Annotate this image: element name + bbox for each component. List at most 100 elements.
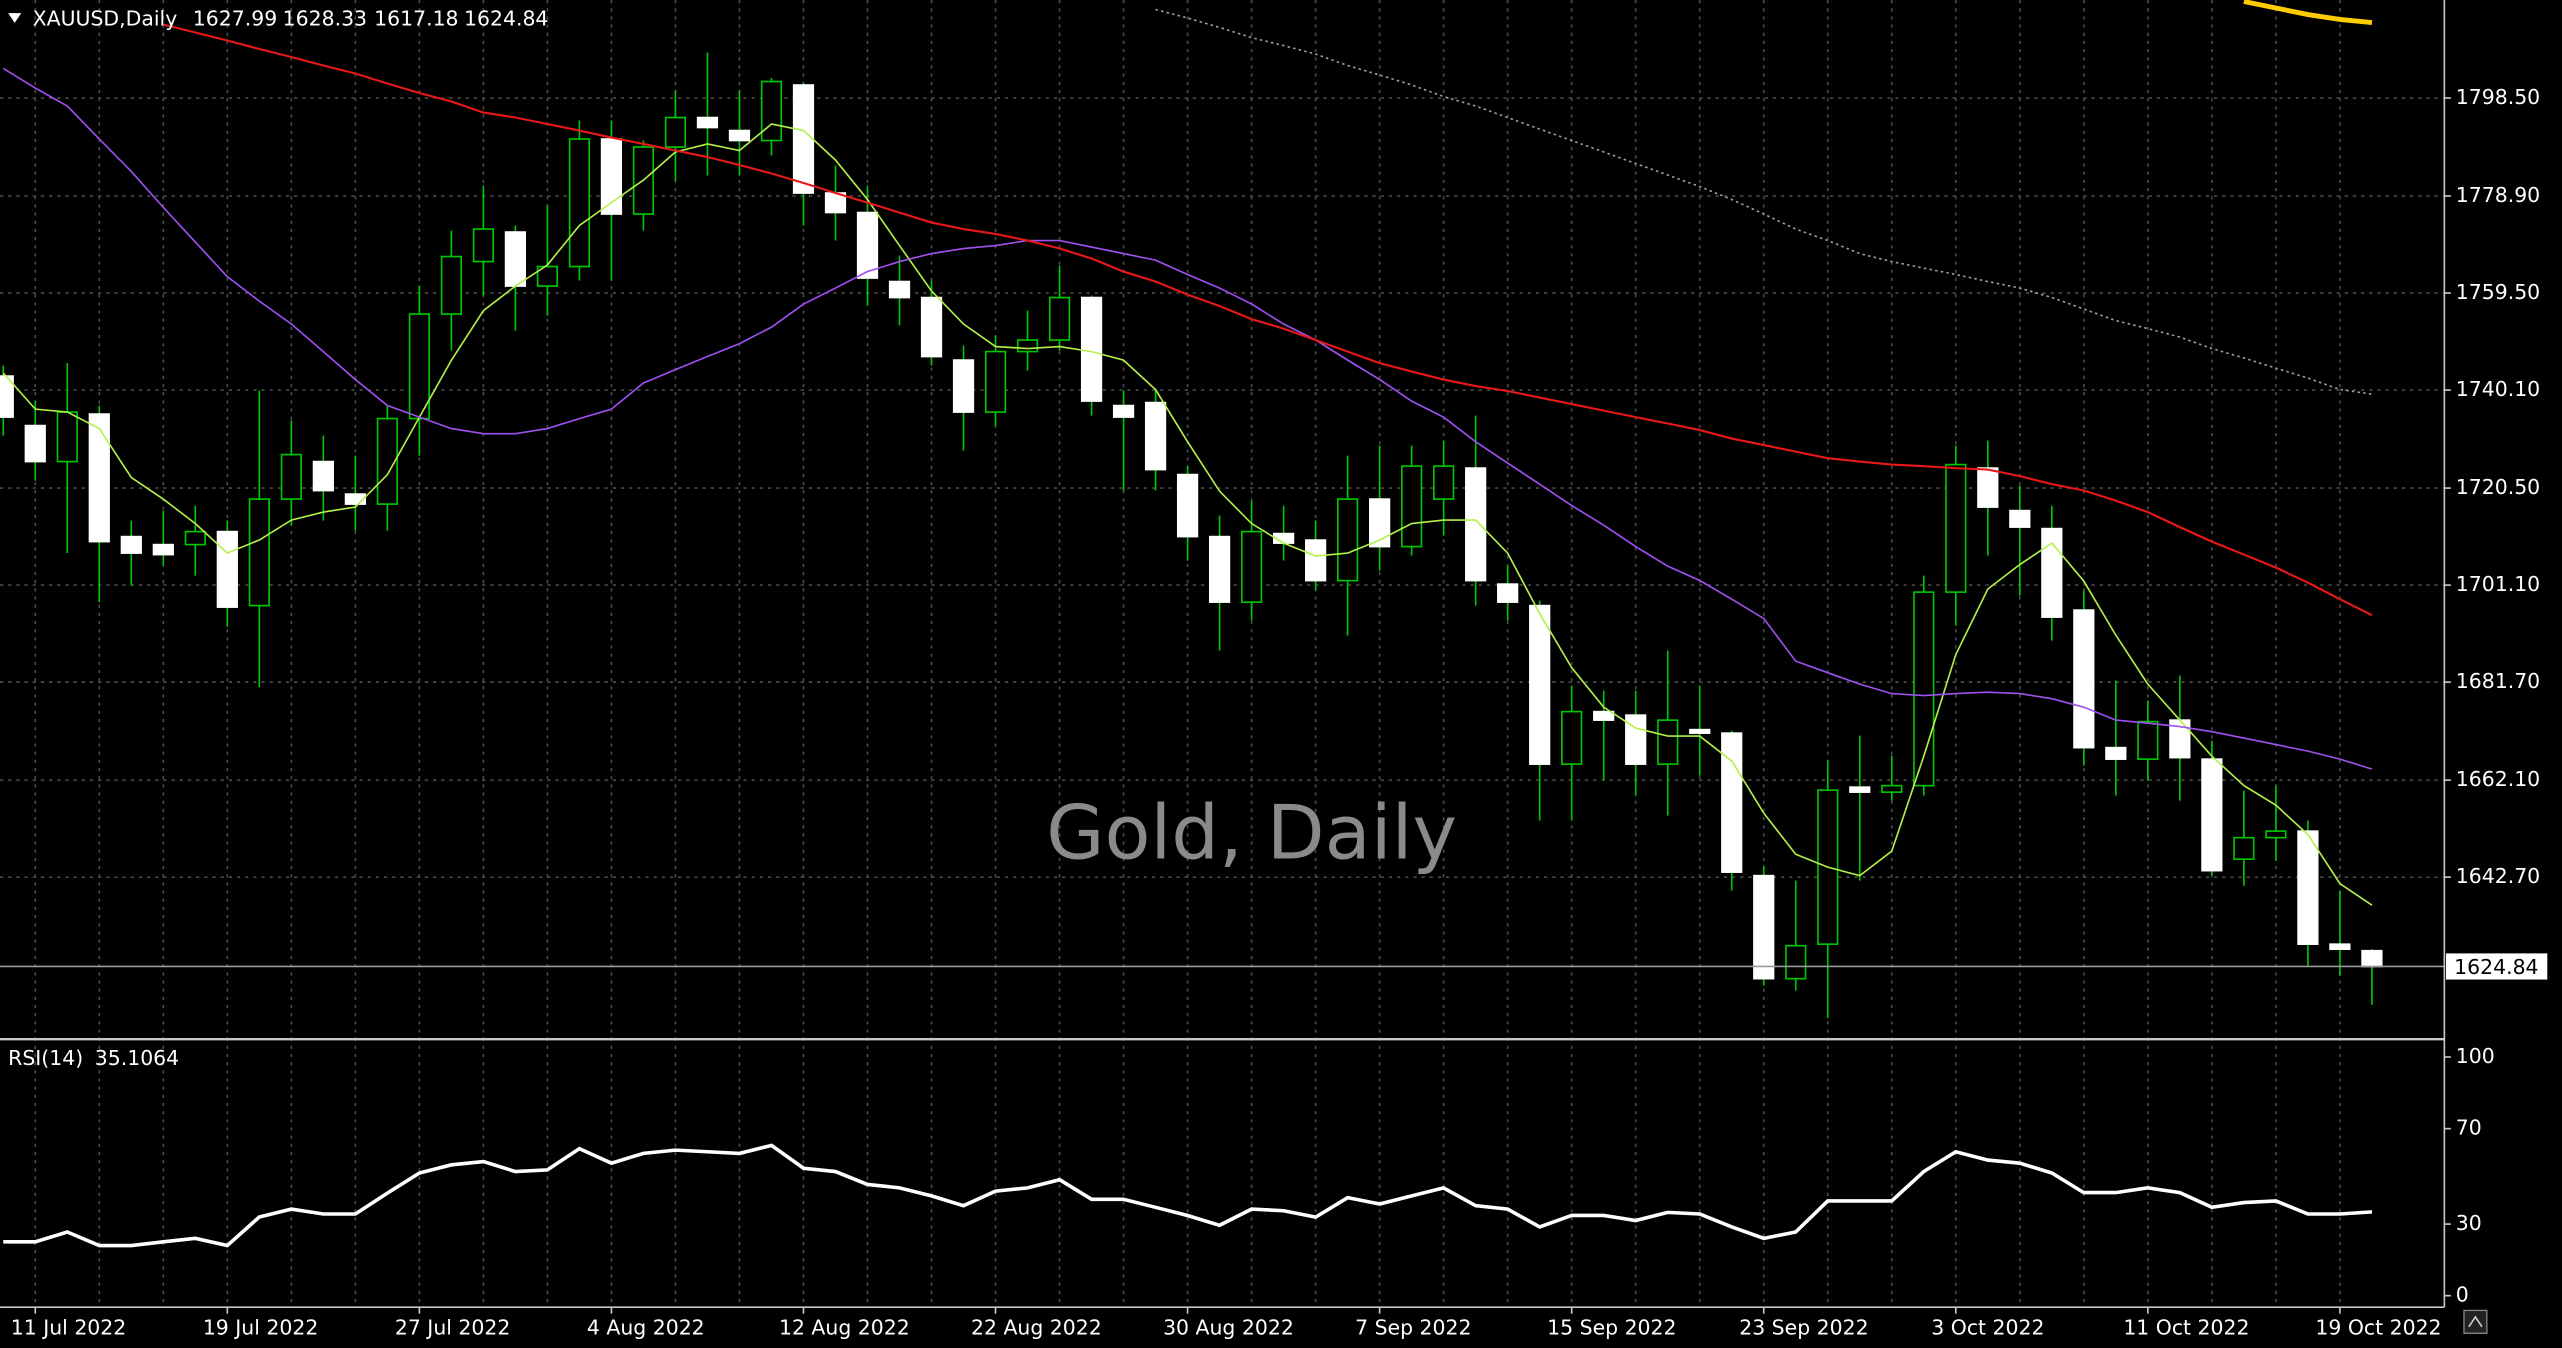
x-tick-label: 11 Jul 2022 <box>11 1315 126 1339</box>
candle-body <box>152 543 174 556</box>
candle-body <box>1625 714 1647 765</box>
candle-body <box>88 413 110 543</box>
y-tick-label: 1798.50 <box>2456 85 2540 109</box>
candle-body <box>408 313 431 420</box>
candle-body <box>1016 339 1039 353</box>
x-tick-label: 4 Aug 2022 <box>587 1315 705 1339</box>
x-tick-label: 7 Sep 2022 <box>1355 1315 1471 1339</box>
candle-body <box>2265 830 2287 839</box>
x-tick-label: 3 Oct 2022 <box>1931 1315 2044 1339</box>
candle-body <box>1112 404 1135 418</box>
candle-body <box>1401 465 1423 548</box>
moving-average-line <box>163 23 2373 617</box>
candle-body <box>1593 710 1615 721</box>
ohlc-high: 1628.33 <box>283 7 367 31</box>
candle-body <box>1785 944 1807 980</box>
x-tick-label: 15 Sep 2022 <box>1547 1315 1676 1339</box>
y-tick-label: 1759.50 <box>2456 280 2540 304</box>
candle-body <box>1657 719 1679 765</box>
candle-body <box>184 530 206 546</box>
candle-body <box>1337 498 1359 582</box>
candle-body <box>696 116 719 129</box>
candle-body <box>440 255 463 315</box>
collapse-icon[interactable] <box>8 13 22 23</box>
moving-average-line <box>2 67 2373 770</box>
candle-body <box>1753 874 1775 980</box>
y-tick-label: 1681.70 <box>2456 669 2540 693</box>
y-tick-label: 1662.10 <box>2456 767 2540 791</box>
candle-body <box>24 424 46 463</box>
axes: 11 Jul 2022 19 Jul 2022 27 Jul 2022 4 Aug 2… <box>11 85 2548 1339</box>
x-tick-label: 22 Aug 2022 <box>971 1315 1102 1339</box>
candle-body <box>1048 296 1071 341</box>
candle-body <box>1305 539 1327 582</box>
candle-body <box>56 411 78 463</box>
candle-body <box>984 350 1007 413</box>
moving-average-line <box>2243 0 2373 25</box>
y-tick-label: 70 <box>2456 1116 2482 1140</box>
candle-body <box>120 535 142 554</box>
candle-body <box>600 138 623 215</box>
moving-average-line <box>2 123 2373 906</box>
x-tick-label: 30 Aug 2022 <box>1163 1315 1294 1339</box>
candle-body <box>1529 604 1551 765</box>
plot <box>0 0 2445 1248</box>
candle-body <box>1945 463 1967 593</box>
candle-body <box>1849 786 1871 793</box>
y-tick-label: 30 <box>2456 1211 2482 1235</box>
indicator-title: RSI(14) <box>8 1046 83 1070</box>
candle-body <box>792 84 815 194</box>
price-box-label: 1624.84 <box>2454 955 2538 979</box>
candle-body <box>0 375 14 418</box>
y-tick-label: 0 <box>2456 1283 2469 1307</box>
indicator-line <box>3 1143 2373 1248</box>
candle-body <box>2329 943 2351 950</box>
indicator-value: 35.1064 <box>95 1046 179 1070</box>
candle-body <box>504 231 527 287</box>
candle-body <box>1913 591 1935 787</box>
candle-body <box>760 80 783 142</box>
candle-body <box>1369 498 1391 548</box>
candle-body <box>344 493 366 505</box>
y-tick-label: 1701.10 <box>2456 572 2540 596</box>
candles <box>0 52 2383 1019</box>
candle-body <box>248 498 270 607</box>
y-tick-label: 1740.10 <box>2456 377 2540 401</box>
candle-body <box>1721 732 1743 873</box>
candle-body <box>1689 728 1711 734</box>
candle-body <box>216 530 238 608</box>
candle-body <box>2073 609 2095 749</box>
candle-body <box>920 296 943 358</box>
candle-body <box>568 138 591 268</box>
price-box <box>2445 953 2548 980</box>
candle-body <box>1977 467 1999 508</box>
ohlc-open: 1627.99 <box>193 7 277 31</box>
candle-body <box>312 460 334 492</box>
candle-body <box>664 116 687 148</box>
candle-body <box>2233 836 2255 860</box>
candle-body <box>856 211 879 279</box>
candle-body <box>376 417 398 505</box>
candle-body <box>1144 401 1167 471</box>
candle-body <box>2137 720 2159 760</box>
candle-body <box>952 359 975 413</box>
candle-body <box>2201 758 2223 872</box>
ohlc-low: 1617.18 <box>374 7 458 31</box>
candle-body <box>728 129 751 142</box>
candle-body <box>1208 535 1231 603</box>
chart-title: XAUUSD,Daily <box>33 7 178 31</box>
y-tick-label: 100 <box>2456 1044 2495 1068</box>
candle-body <box>1465 467 1487 582</box>
x-tick-label: 23 Sep 2022 <box>1739 1315 1868 1339</box>
logo <box>2463 1309 2488 1334</box>
moving-average-line <box>1155 8 2373 395</box>
y-tick-label: 1778.90 <box>2456 183 2540 207</box>
candle-body <box>472 228 495 263</box>
ohlc-close: 1624.84 <box>464 7 548 31</box>
x-tick-label: 12 Aug 2022 <box>779 1315 910 1339</box>
candle-body <box>280 453 302 500</box>
x-tick-label: 19 Jul 2022 <box>203 1315 318 1339</box>
